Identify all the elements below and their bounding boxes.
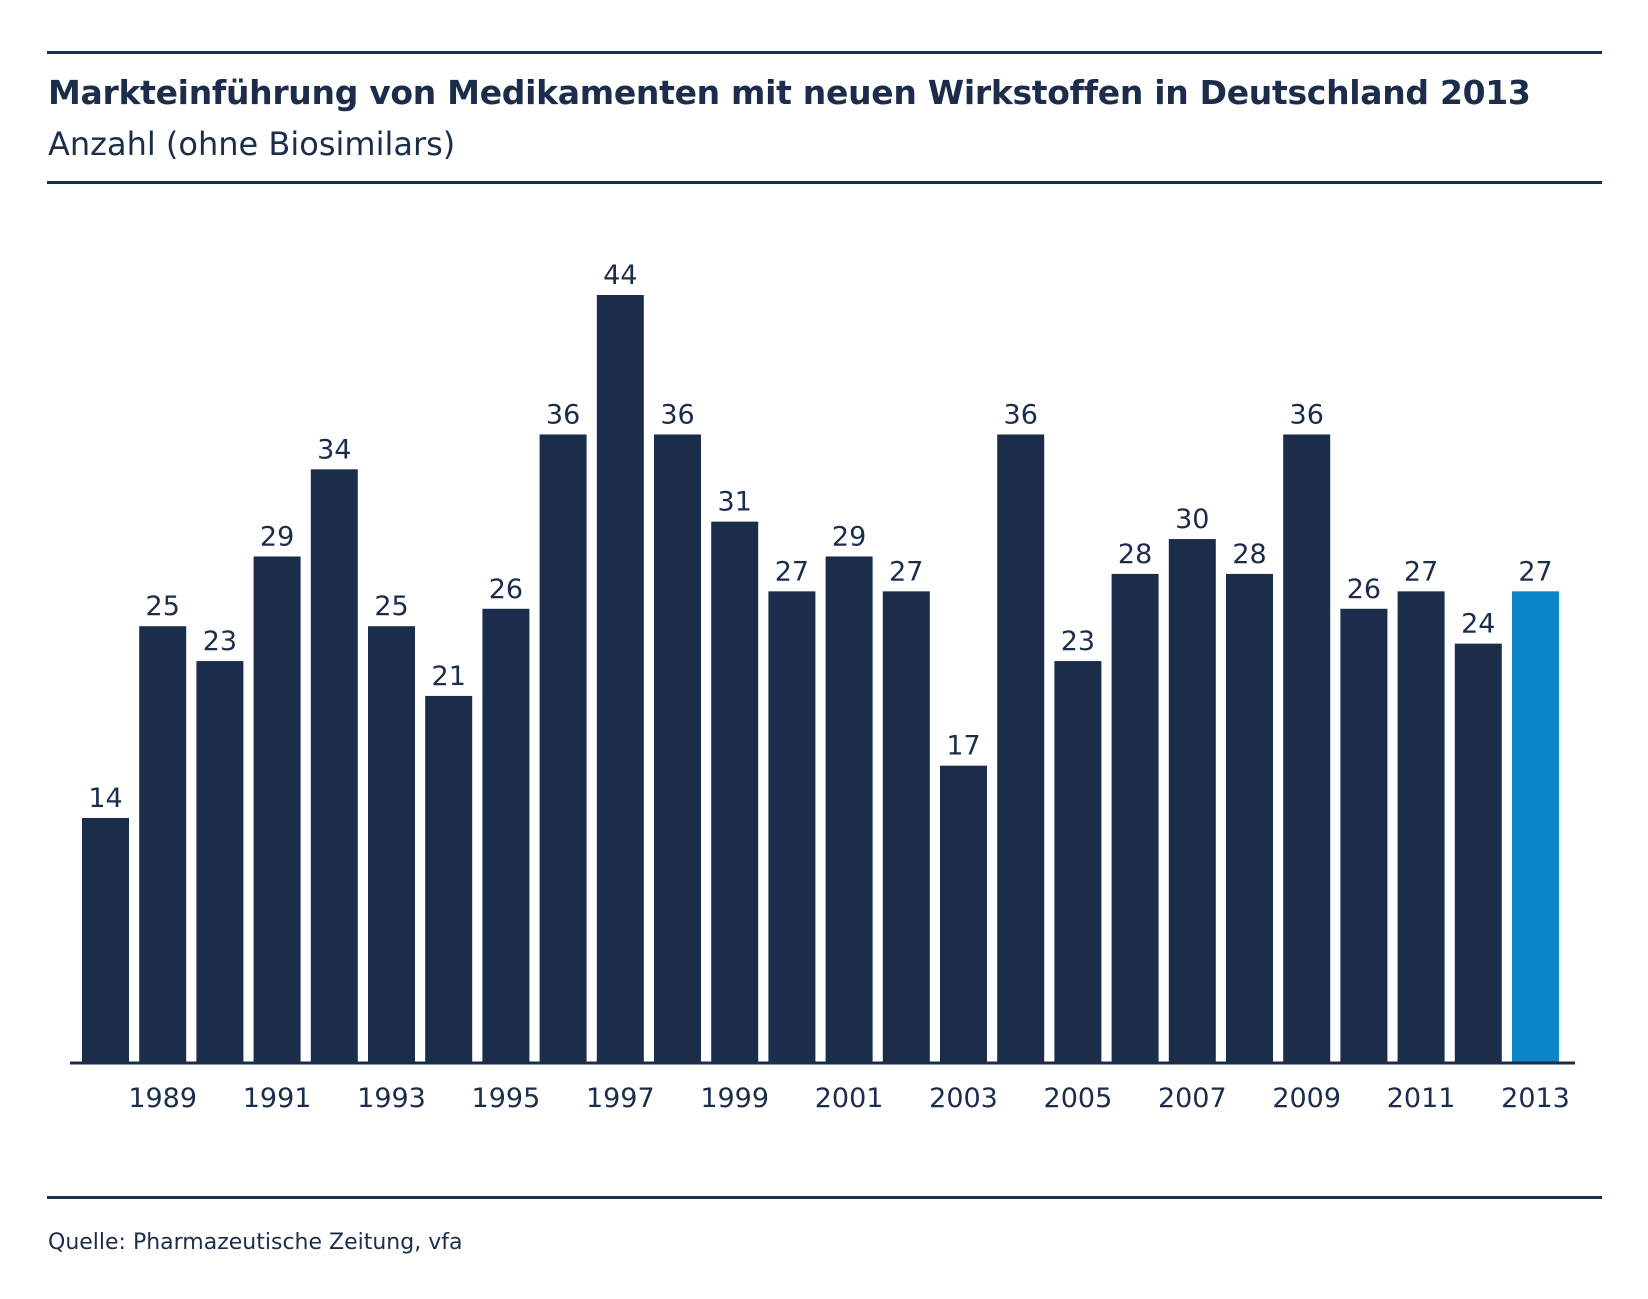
value-label-1993: 25 xyxy=(374,591,408,622)
value-label-1999: 31 xyxy=(718,487,752,518)
footer-rule xyxy=(47,1196,1602,1199)
value-label-1988: 14 xyxy=(88,783,122,814)
value-label-2008: 28 xyxy=(1232,539,1266,570)
bar-2006 xyxy=(1111,573,1159,1062)
value-label-1995: 26 xyxy=(489,574,523,605)
bar-2003 xyxy=(940,765,987,1062)
bar-1990 xyxy=(196,661,244,1062)
bar-2007 xyxy=(1168,539,1216,1062)
x-tick-label-1999: 1999 xyxy=(700,1083,769,1110)
value-label-2003: 17 xyxy=(946,731,980,762)
value-label-1992: 34 xyxy=(317,434,351,465)
value-label-2004: 36 xyxy=(1004,399,1038,430)
x-tick-label-2005: 2005 xyxy=(1044,1083,1113,1110)
x-tick-labels-group: 1989 1991 1993 1995 1997 1999 2001 2003 2005 2007… xyxy=(128,1083,1570,1110)
x-tick-label-1989: 1989 xyxy=(128,1083,197,1110)
value-label-1989: 25 xyxy=(146,591,180,622)
bar-2001 xyxy=(825,556,873,1062)
bar-2010 xyxy=(1340,608,1388,1062)
value-label-2005: 23 xyxy=(1061,626,1095,657)
bar-2004 xyxy=(997,434,1045,1062)
bar-2005 xyxy=(1054,661,1102,1062)
top-rule xyxy=(47,51,1602,54)
x-tick-label-1997: 1997 xyxy=(586,1083,655,1110)
bar-chart: 14 25 23 29 34 25 21 26 36 44 36 31 27 29 27 17 36 23 28 30… xyxy=(70,260,1575,1110)
x-tick-label-2003: 2003 xyxy=(929,1083,998,1110)
value-label-1994: 21 xyxy=(432,661,466,692)
x-tick-label-2009: 2009 xyxy=(1272,1083,1341,1110)
value-label-1997: 44 xyxy=(603,260,637,291)
value-label-2000: 27 xyxy=(775,556,809,587)
bars-group xyxy=(82,295,1559,1062)
value-label-1991: 29 xyxy=(260,521,294,552)
value-label-2011: 27 xyxy=(1404,556,1438,587)
bar-1998 xyxy=(654,434,701,1062)
value-label-2001: 29 xyxy=(832,521,866,552)
bar-1997 xyxy=(596,295,644,1062)
source-note: Quelle: Pharmazeutische Zeitung, vfa xyxy=(48,1230,463,1255)
x-tick-label-1995: 1995 xyxy=(472,1083,541,1110)
bar-1995 xyxy=(482,608,530,1062)
x-tick-label-1991: 1991 xyxy=(243,1083,312,1110)
value-label-2009: 36 xyxy=(1290,399,1324,430)
value-label-2006: 28 xyxy=(1118,539,1152,570)
bar-1989 xyxy=(139,626,187,1062)
value-label-2012: 24 xyxy=(1461,609,1495,640)
value-labels-group: 14 25 23 29 34 25 21 26 36 44 36 31 27 29 27 17 36 23 28 30… xyxy=(88,260,1552,814)
value-label-1998: 36 xyxy=(660,399,694,430)
bar-2002 xyxy=(882,591,930,1062)
bar-2009 xyxy=(1283,434,1331,1062)
x-tick-label-1993: 1993 xyxy=(357,1083,426,1110)
bar-2000 xyxy=(768,591,816,1062)
value-label-1996: 36 xyxy=(546,399,580,430)
bar-1991 xyxy=(253,556,301,1062)
value-label-2010: 26 xyxy=(1347,574,1381,605)
value-label-2002: 27 xyxy=(889,556,923,587)
bar-2012 xyxy=(1454,643,1502,1062)
bar-2013 xyxy=(1512,591,1559,1062)
bar-1992 xyxy=(310,469,358,1062)
bar-1993 xyxy=(368,626,415,1062)
bar-2008 xyxy=(1226,573,1273,1062)
value-label-2007: 30 xyxy=(1175,504,1209,535)
bar-1999 xyxy=(711,521,759,1062)
bar-1988 xyxy=(82,817,129,1062)
chart-subtitle: Anzahl (ohne Biosimilars) xyxy=(48,125,456,163)
value-label-2013: 27 xyxy=(1518,556,1552,587)
bar-1996 xyxy=(539,434,587,1062)
header-rule xyxy=(47,181,1602,184)
x-tick-label-2001: 2001 xyxy=(815,1083,884,1110)
value-label-1990: 23 xyxy=(203,626,237,657)
x-tick-label-2013: 2013 xyxy=(1501,1083,1570,1110)
chart-title: Markteinführung von Medikamenten mit neu… xyxy=(48,73,1531,112)
bar-2011 xyxy=(1397,591,1445,1062)
bar-1994 xyxy=(425,695,473,1062)
x-tick-label-2007: 2007 xyxy=(1158,1083,1227,1110)
x-tick-label-2011: 2011 xyxy=(1387,1083,1456,1110)
